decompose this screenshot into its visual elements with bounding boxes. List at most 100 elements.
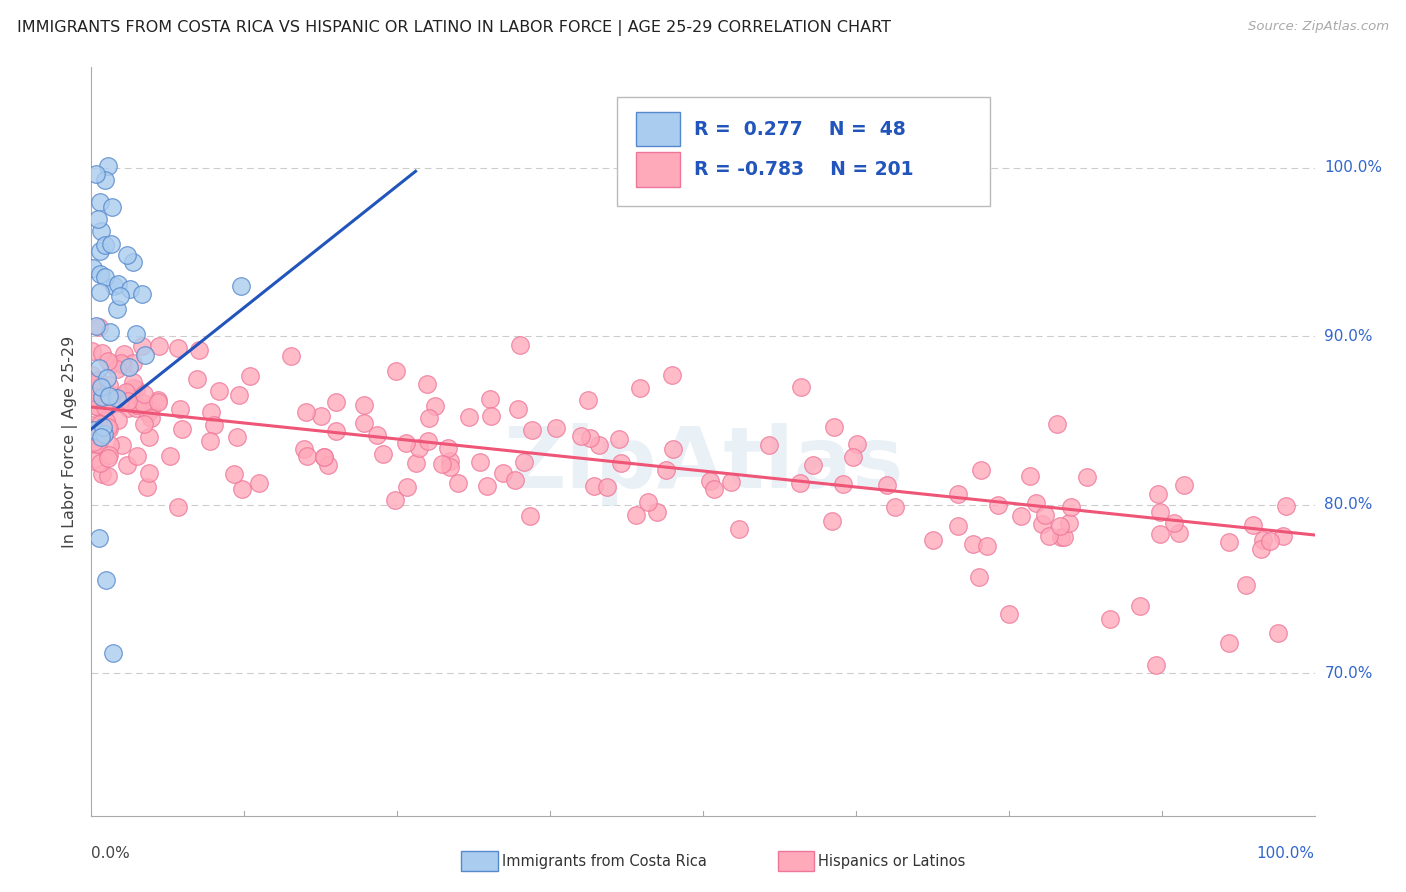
Text: R =  0.277    N =  48: R = 0.277 N = 48 xyxy=(695,120,907,138)
Point xyxy=(98,325,121,339)
Point xyxy=(823,420,845,434)
Point xyxy=(89,268,111,282)
Point xyxy=(231,482,253,496)
Point xyxy=(883,500,905,515)
Point xyxy=(661,368,683,382)
Point xyxy=(962,537,984,551)
Point xyxy=(94,395,117,409)
Point xyxy=(519,509,541,524)
Point xyxy=(84,167,107,181)
Point xyxy=(90,380,112,394)
Text: IMMIGRANTS FROM COSTA RICA VS HISPANIC OR LATINO IN LABOR FORCE | AGE 25-29 CORR: IMMIGRANTS FROM COSTA RICA VS HISPANIC O… xyxy=(17,20,891,36)
Text: R = -0.783    N = 201: R = -0.783 N = 201 xyxy=(695,160,914,179)
Point xyxy=(325,424,347,438)
Point xyxy=(458,410,481,425)
Point xyxy=(100,237,122,252)
Point xyxy=(430,457,453,471)
Point xyxy=(703,482,725,496)
Point xyxy=(509,337,531,351)
Point xyxy=(136,479,159,493)
Y-axis label: In Labor Force | Age 25-29: In Labor Force | Age 25-29 xyxy=(62,335,77,548)
Point xyxy=(87,319,110,334)
Point xyxy=(89,244,111,258)
Point xyxy=(169,402,191,417)
Point xyxy=(478,392,501,406)
Point xyxy=(970,462,993,476)
Point xyxy=(225,430,247,444)
Point xyxy=(115,248,138,262)
Point xyxy=(325,395,347,409)
Point xyxy=(94,574,117,588)
Point xyxy=(87,532,110,546)
Point xyxy=(105,392,128,406)
Point xyxy=(117,401,139,416)
Point xyxy=(202,418,225,433)
Point xyxy=(475,479,498,493)
Point xyxy=(89,195,111,210)
Point xyxy=(801,458,824,472)
Point xyxy=(97,469,120,483)
Point xyxy=(80,393,103,408)
Point xyxy=(1038,529,1060,543)
Point xyxy=(1272,529,1295,543)
Text: Hispanics or Latinos: Hispanics or Latinos xyxy=(818,855,966,869)
Point xyxy=(103,646,125,660)
Point xyxy=(318,458,340,472)
Point xyxy=(105,301,128,316)
Point xyxy=(118,359,141,374)
Text: 100.0%: 100.0% xyxy=(1324,161,1382,176)
Point xyxy=(513,455,536,469)
Point xyxy=(395,436,418,450)
Point xyxy=(96,392,118,407)
Point xyxy=(408,441,430,455)
Point xyxy=(546,421,568,435)
Point xyxy=(132,417,155,431)
Point xyxy=(115,386,138,401)
Point xyxy=(87,373,110,387)
Point xyxy=(82,436,104,450)
Point xyxy=(94,413,117,427)
FancyBboxPatch shape xyxy=(636,153,679,186)
Point xyxy=(121,375,143,389)
Point xyxy=(224,467,246,482)
Point xyxy=(97,159,120,173)
Point xyxy=(139,411,162,425)
Point xyxy=(1049,530,1071,544)
Point xyxy=(946,519,969,533)
Point xyxy=(1076,469,1098,483)
Point xyxy=(83,423,105,437)
Point xyxy=(596,480,619,494)
Point xyxy=(314,450,336,464)
Point xyxy=(1010,509,1032,524)
Point xyxy=(468,455,491,469)
Point xyxy=(83,454,105,468)
Point xyxy=(946,487,969,501)
Point xyxy=(138,466,160,480)
Point xyxy=(1167,526,1189,541)
Point xyxy=(314,450,336,464)
Point xyxy=(607,433,630,447)
Point xyxy=(371,448,394,462)
Point xyxy=(97,389,120,403)
Point xyxy=(84,425,107,440)
Point xyxy=(90,345,112,359)
Point xyxy=(405,456,427,470)
Point xyxy=(418,411,440,425)
Point xyxy=(522,423,544,437)
Point xyxy=(101,388,124,402)
Point xyxy=(100,358,122,372)
Point xyxy=(1046,417,1069,431)
Point xyxy=(132,396,155,410)
Point xyxy=(1173,478,1195,492)
Point xyxy=(437,441,460,455)
Point xyxy=(439,459,461,474)
Point xyxy=(112,347,135,361)
Point xyxy=(280,350,302,364)
Point xyxy=(108,289,131,303)
Point xyxy=(93,426,115,441)
Point xyxy=(637,495,659,509)
Point xyxy=(505,473,527,487)
Point xyxy=(117,458,139,473)
Point xyxy=(699,474,721,488)
Point xyxy=(628,380,651,394)
